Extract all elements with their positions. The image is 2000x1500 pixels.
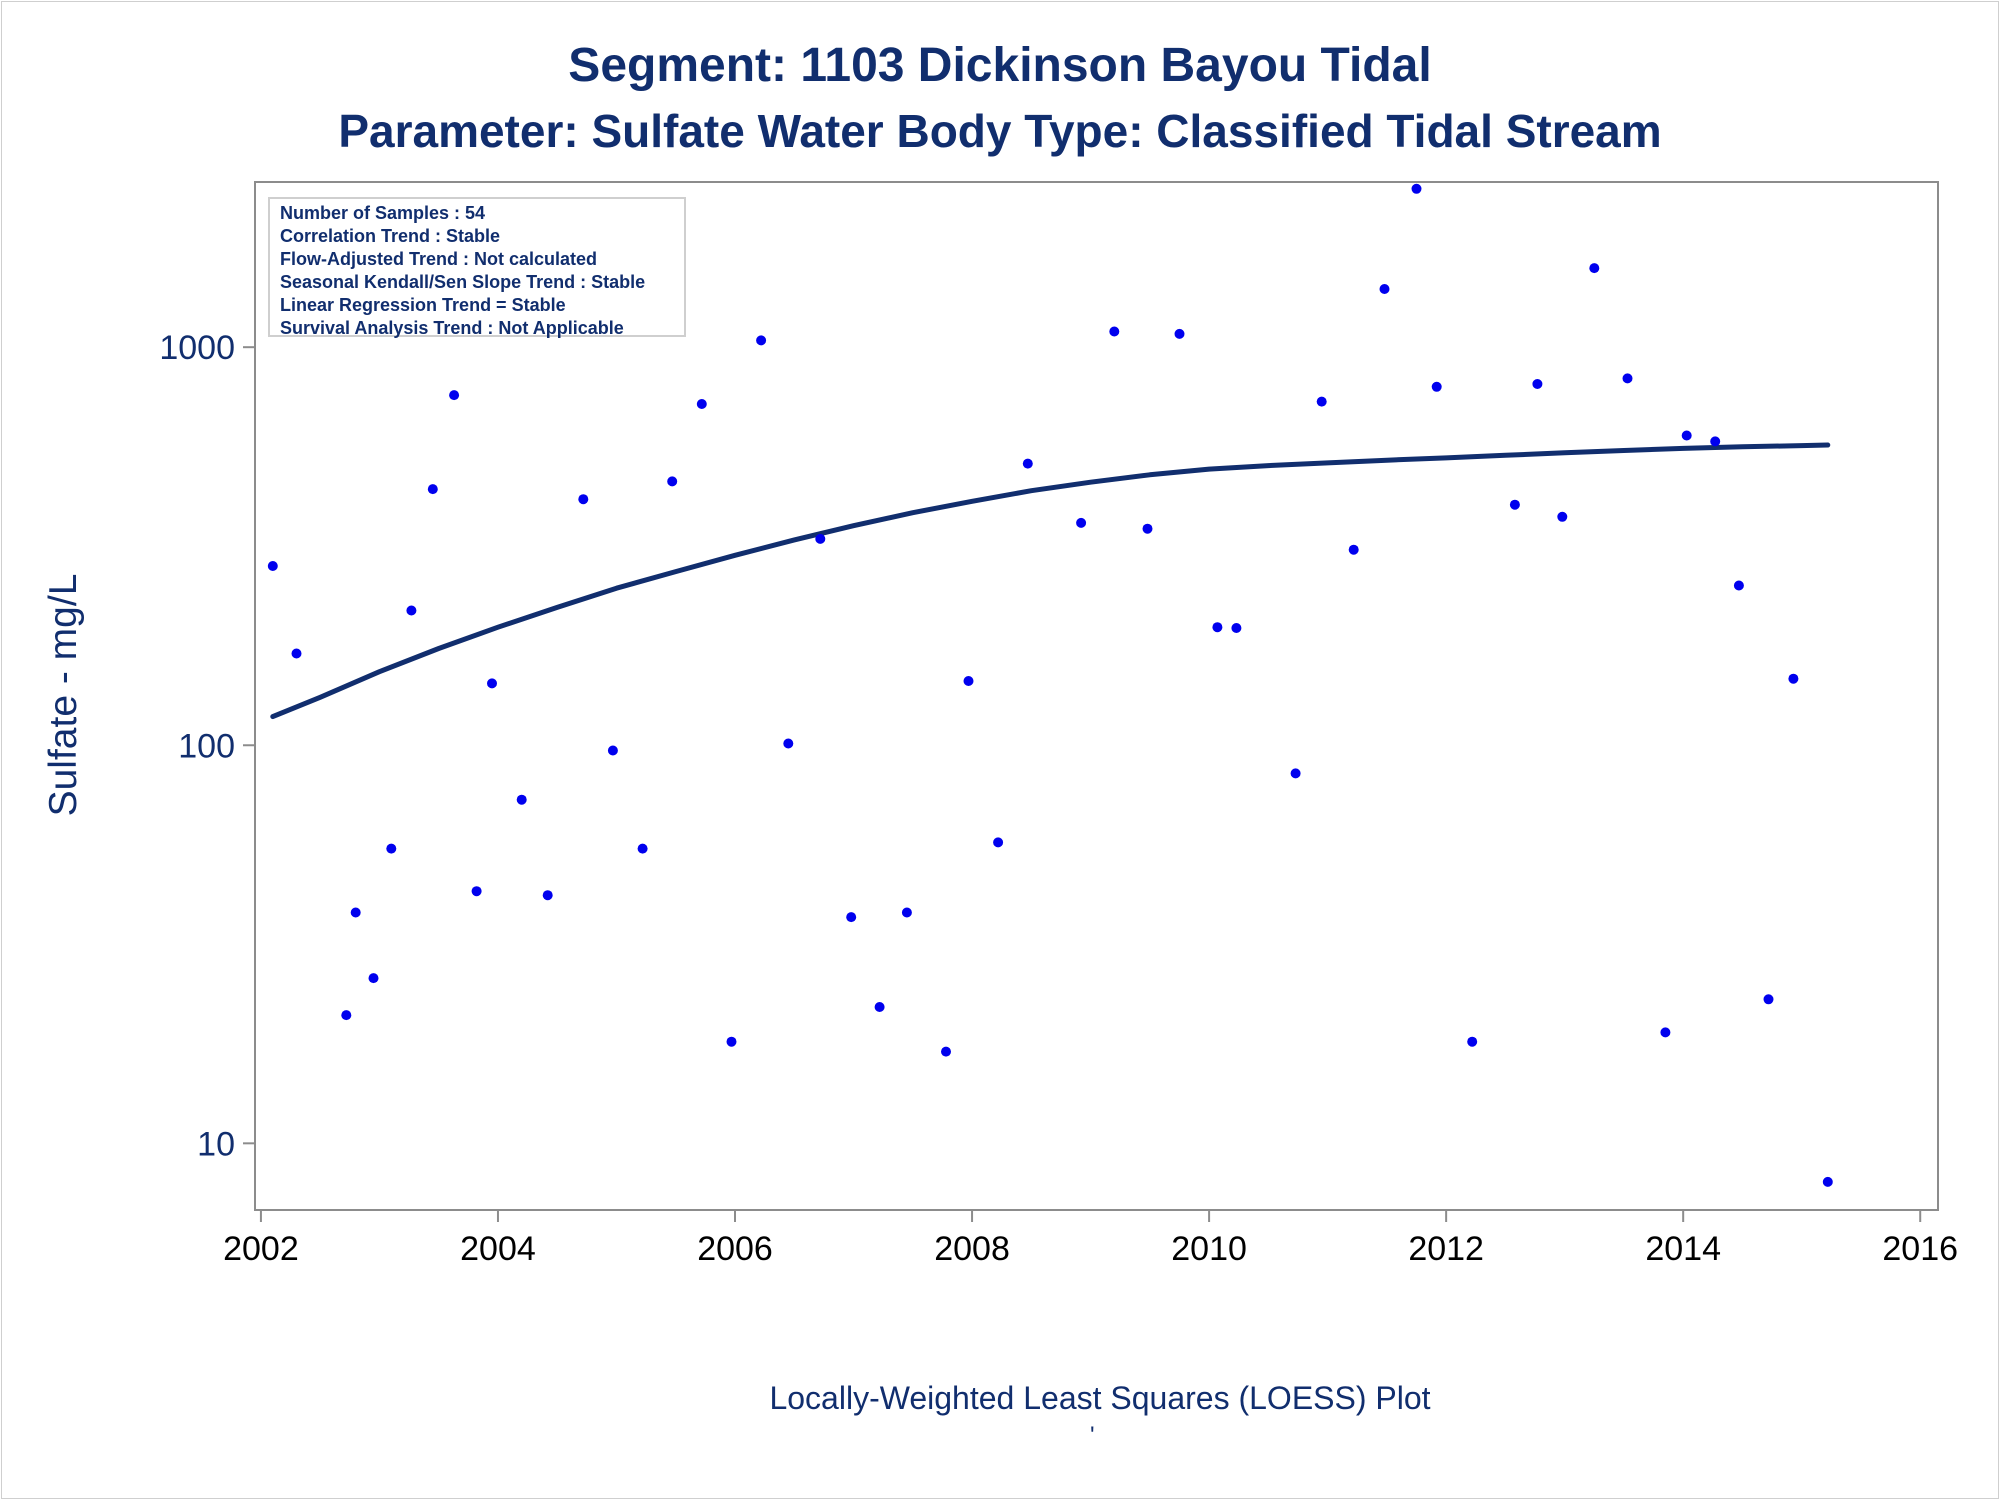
data-point — [1212, 622, 1223, 633]
data-point — [1411, 183, 1422, 194]
x-tick-label: 2010 — [1171, 1230, 1247, 1268]
legend-line: Number of Samples : 54 — [280, 203, 486, 223]
data-point — [1467, 1036, 1478, 1047]
legend-line: Linear Regression Trend = Stable — [280, 295, 566, 315]
legend-line: Survival Analysis Trend : Not Applicable — [280, 318, 624, 338]
data-point — [963, 676, 974, 686]
data-point — [578, 494, 589, 505]
y-axis: 10 100 1000 — [159, 329, 255, 1163]
y-tick-label: 10 — [197, 1125, 235, 1163]
data-point — [516, 794, 527, 805]
data-point — [1174, 328, 1185, 339]
data-point — [1509, 499, 1520, 510]
data-point — [1681, 430, 1692, 441]
data-point — [449, 390, 460, 401]
data-point — [1076, 517, 1087, 528]
legend-line: Correlation Trend : Stable — [280, 226, 501, 246]
chart-title: Segment: 1103 Dickinson Bayou Tidal — [568, 39, 1432, 92]
data-point — [1290, 768, 1301, 779]
data-point — [941, 1046, 951, 1057]
data-point — [667, 476, 678, 487]
data-point — [993, 837, 1004, 848]
x-tick-label: 2004 — [460, 1230, 536, 1268]
data-point — [267, 561, 278, 571]
data-point — [341, 1010, 352, 1021]
data-point — [756, 335, 767, 346]
x-tick-label: 2008 — [934, 1230, 1010, 1268]
data-point — [846, 912, 857, 923]
data-point — [427, 484, 438, 495]
data-point — [1431, 381, 1442, 392]
y-tick-label: 100 — [178, 727, 235, 765]
y-tick-label: 1000 — [159, 329, 235, 367]
data-point — [291, 648, 302, 659]
data-point — [471, 886, 482, 897]
data-point — [1733, 580, 1744, 591]
x-tick-label: 2016 — [1882, 1230, 1958, 1268]
legend-line: Seasonal Kendall/Sen Slope Trend : Stabl… — [280, 272, 646, 292]
data-point — [783, 738, 794, 749]
data-point — [1660, 1027, 1671, 1038]
data-point — [607, 745, 618, 756]
plot-border — [254, 181, 1939, 1211]
footnote-mark: ' — [1090, 1422, 1095, 1449]
data-point — [1589, 263, 1600, 274]
data-point — [350, 907, 361, 918]
data-point — [1022, 458, 1033, 469]
data-point — [406, 605, 417, 616]
data-point — [637, 843, 648, 854]
data-point — [815, 533, 826, 544]
x-tick-label: 2012 — [1408, 1230, 1484, 1268]
data-point — [1379, 284, 1390, 294]
data-point — [726, 1036, 737, 1047]
data-point — [1622, 373, 1633, 384]
plot-footnote: Locally-Weighted Least Squares (LOESS) P… — [769, 1380, 1431, 1416]
legend-line: Flow-Adjusted Trend : Not calculated — [280, 249, 598, 269]
data-point — [1532, 379, 1543, 389]
data-point — [542, 890, 553, 901]
data-point — [1822, 1176, 1833, 1187]
trend-legend: Number of Samples : 54 Correlation Trend… — [268, 197, 686, 338]
data-point — [1109, 326, 1120, 337]
chart-subtitle: Parameter: Sulfate Water Body Type: Clas… — [338, 105, 1662, 157]
data-point — [901, 907, 912, 918]
sample-points — [267, 183, 1833, 1187]
x-tick-label: 2002 — [223, 1230, 299, 1268]
data-point — [874, 1002, 885, 1012]
data-point — [1348, 544, 1359, 555]
data-point — [696, 399, 707, 409]
x-tick-label: 2006 — [697, 1230, 773, 1268]
data-point — [1231, 623, 1242, 633]
data-point — [1316, 396, 1327, 407]
data-point — [1557, 511, 1568, 522]
data-point — [1710, 436, 1721, 447]
loess-line — [270, 442, 1831, 720]
data-point — [1142, 523, 1153, 534]
x-tick-label: 2014 — [1645, 1230, 1721, 1268]
data-point — [487, 678, 497, 689]
data-point — [368, 973, 379, 984]
data-point — [1763, 994, 1774, 1005]
x-axis: 2002 2004 2006 2008 2010 2012 2014 2016 — [223, 1210, 1958, 1268]
data-point — [1788, 673, 1799, 684]
data-point — [386, 843, 397, 854]
